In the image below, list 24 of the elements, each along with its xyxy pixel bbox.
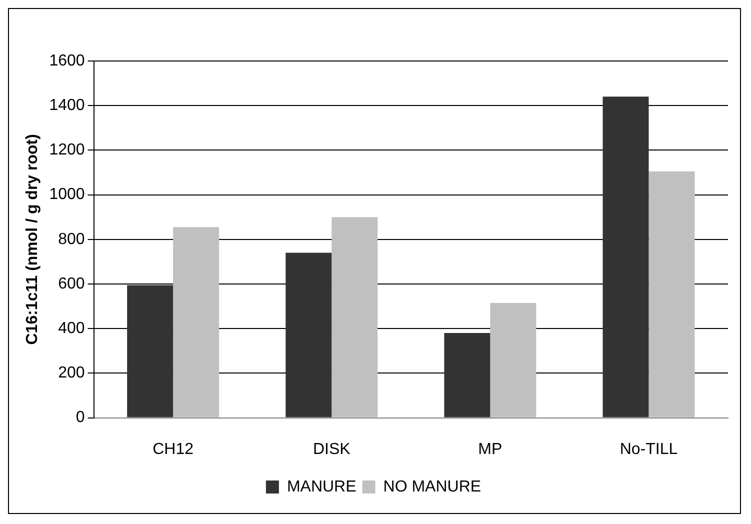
legend-label: MANURE <box>286 478 356 496</box>
x-tick-label: No-TILL <box>620 440 678 458</box>
y-tick-label: 0 <box>76 409 85 426</box>
bar <box>444 333 490 418</box>
bar <box>173 227 220 418</box>
y-tick-label: 200 <box>58 364 85 382</box>
bar <box>602 96 649 418</box>
y-tick-label: 600 <box>58 275 85 292</box>
y-tick-label: 1600 <box>49 52 85 70</box>
bar <box>490 302 536 418</box>
y-tick-label: 1400 <box>49 97 85 114</box>
y-tick-label: 400 <box>58 320 85 338</box>
bar <box>332 217 378 418</box>
y-tick-label: 1000 <box>49 186 85 204</box>
x-tick-label: MP <box>478 440 502 458</box>
legend-label: NO MANURE <box>383 478 482 496</box>
x-tick-label: CH12 <box>152 440 194 458</box>
y-tick-label: 1200 <box>49 142 85 159</box>
y-tick-label: 800 <box>58 230 85 248</box>
bar <box>286 252 332 418</box>
bar <box>648 171 695 418</box>
x-tick-label: DISK <box>312 440 351 458</box>
bar <box>127 285 174 418</box>
y-axis-title: C16:1c11 (nmol / g dry root) <box>24 134 42 345</box>
